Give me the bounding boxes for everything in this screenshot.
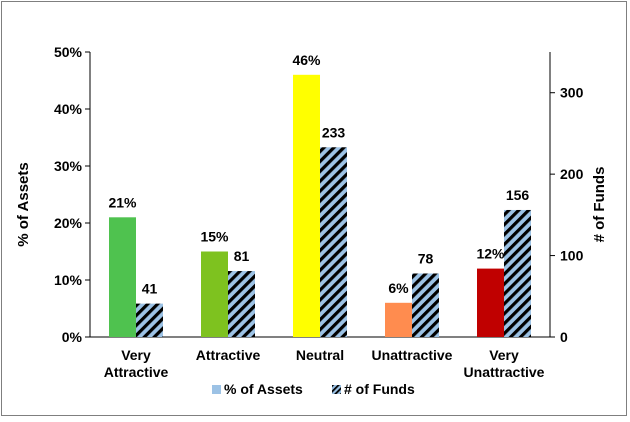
data-label-pct-assets: 6% bbox=[388, 280, 409, 296]
bar-num-funds bbox=[504, 209, 531, 337]
y-right-tick-label: 0 bbox=[560, 329, 568, 345]
x-tick-label: Unattractive bbox=[464, 364, 545, 380]
legend-label-pct-assets: % of Assets bbox=[224, 381, 303, 397]
y-left-axis-title: % of Assets bbox=[15, 162, 32, 246]
y-right-axis-title: # of Funds bbox=[591, 167, 608, 243]
x-tick-label: Neutral bbox=[296, 347, 344, 363]
y-right-tick-label: 200 bbox=[560, 166, 584, 182]
bar-pct-assets bbox=[109, 217, 136, 337]
x-tick-label: Unattractive bbox=[372, 347, 453, 363]
bar-num-funds bbox=[136, 303, 163, 337]
bar-pct-assets bbox=[201, 251, 228, 337]
data-label-num-funds: 156 bbox=[506, 187, 530, 203]
bar-pct-assets bbox=[293, 74, 320, 338]
legend-swatch-num-funds bbox=[332, 385, 341, 394]
y-left-tick-label: 30% bbox=[54, 158, 83, 174]
data-label-pct-assets: 21% bbox=[108, 194, 137, 210]
x-tick-label: Very bbox=[121, 347, 151, 363]
legend-label-num-funds: # of Funds bbox=[344, 381, 415, 397]
data-label-pct-assets: 15% bbox=[200, 229, 229, 245]
y-left-tick-label: 50% bbox=[54, 44, 83, 60]
data-label-num-funds: 41 bbox=[142, 281, 158, 297]
x-tick-label: Very bbox=[489, 347, 519, 363]
bar-num-funds bbox=[228, 271, 255, 337]
data-label-num-funds: 81 bbox=[234, 248, 250, 264]
bar-pct-assets bbox=[477, 268, 504, 337]
data-label-pct-assets: 46% bbox=[292, 52, 321, 68]
y-left-tick-label: 0% bbox=[62, 329, 83, 345]
data-label-num-funds: 233 bbox=[322, 124, 346, 140]
bar-num-funds bbox=[412, 273, 439, 337]
bar-num-funds bbox=[320, 147, 347, 337]
data-label-num-funds: 78 bbox=[418, 250, 434, 266]
y-left-tick-label: 10% bbox=[54, 272, 83, 288]
x-tick-label: Attractive bbox=[104, 364, 169, 380]
chart-frame: 0% 10% 20% 30% 40% 50% 0 100 200 300 % of Assets # … bbox=[1, 1, 627, 416]
y-right-tick-label: 100 bbox=[560, 248, 584, 264]
y-left-tick-label: 40% bbox=[54, 101, 83, 117]
x-tick-label: Attractive bbox=[196, 347, 261, 363]
bar-chart: 0% 10% 20% 30% 40% 50% 0 100 200 300 % of Assets # … bbox=[15, 44, 608, 397]
legend-swatch-pct-assets bbox=[212, 385, 221, 394]
bar-pct-assets bbox=[385, 302, 412, 337]
data-label-pct-assets: 12% bbox=[476, 246, 505, 262]
y-left-tick-label: 20% bbox=[54, 215, 83, 231]
y-right-tick-label: 300 bbox=[560, 85, 584, 101]
